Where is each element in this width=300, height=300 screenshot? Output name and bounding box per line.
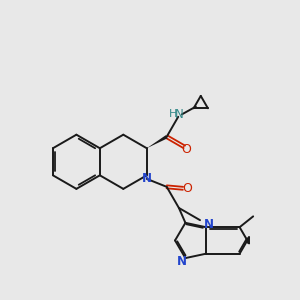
Text: O: O xyxy=(182,182,192,195)
Text: N: N xyxy=(177,254,187,268)
Text: N: N xyxy=(142,172,152,185)
Text: N: N xyxy=(175,108,184,121)
Text: N: N xyxy=(204,218,214,231)
Text: O: O xyxy=(181,143,191,156)
Polygon shape xyxy=(147,135,168,148)
Text: H: H xyxy=(169,110,177,119)
